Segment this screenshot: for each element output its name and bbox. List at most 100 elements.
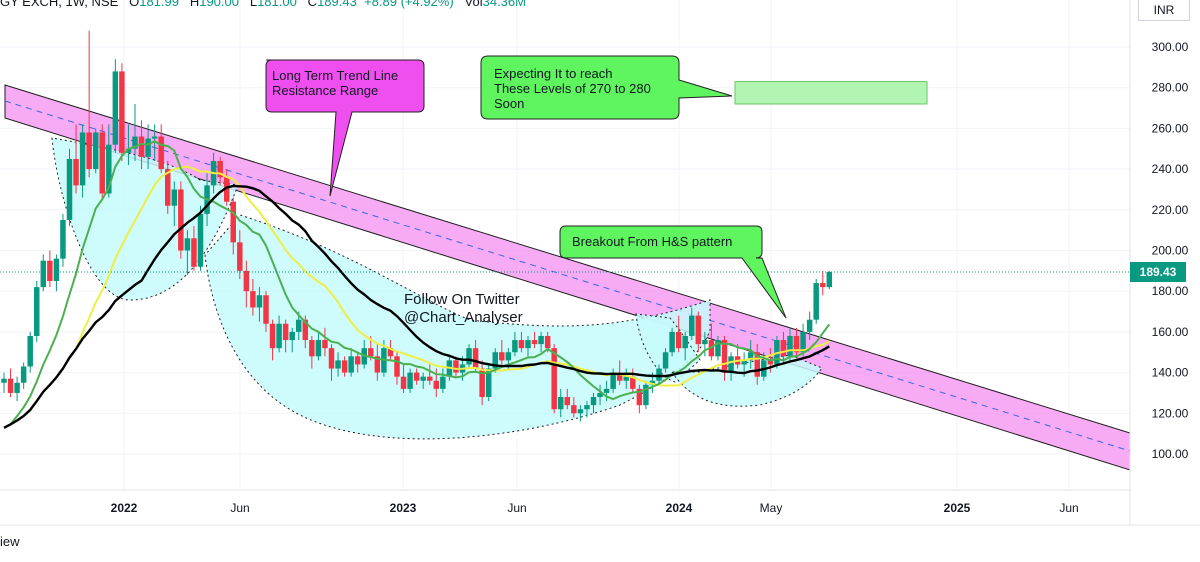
price-tick-label: 100.00 [1152,447,1189,461]
candle [217,156,223,186]
candle [132,103,138,161]
candle [466,344,472,369]
vol-label: Vol [464,0,483,9]
candle [820,270,826,296]
candle [623,368,629,389]
candle [518,331,525,353]
high-label: H [189,0,200,9]
right-pattern-region [671,354,823,407]
trendline-callout-box [265,59,425,197]
candle [787,327,793,361]
candle [112,59,119,153]
candle [728,352,734,381]
candle [492,348,498,373]
candle [603,380,610,402]
price-tag: 189.43 [1130,262,1186,283]
candle [420,372,426,389]
candle [394,352,400,385]
price-tick-label: 160.00 [1152,325,1189,339]
candle [597,384,603,406]
candle [282,319,289,353]
candle [793,327,800,357]
candle [531,331,538,349]
candle [20,362,27,389]
price-tick-label: 140.00 [1152,366,1189,380]
candle [662,348,669,373]
time-tick-label: Jun [507,501,526,515]
time-tick-label: 2022 [111,501,138,515]
candle [276,315,282,353]
candle [479,360,485,406]
candle [577,405,584,422]
candle [407,368,413,393]
high-value: 190.00 [199,0,239,9]
moving-average-green [3,140,831,429]
candle [230,197,236,255]
candle [79,124,86,198]
candle [125,124,132,166]
price-tick-label: 260.00 [1152,121,1189,135]
candle [780,331,787,365]
candle [27,331,33,373]
candle [263,291,269,332]
candle [335,352,341,377]
candle [119,63,125,161]
channel-midline [4,100,1131,452]
target-zone [734,81,928,105]
candle [387,340,394,361]
candle [328,344,335,381]
candle [269,319,276,361]
candle [145,124,151,170]
footer-label[interactable]: iew [0,534,20,549]
low-value: 181.00 [257,0,297,9]
candle [171,181,178,227]
candle [826,270,833,290]
currency-button[interactable]: INR [1138,0,1190,21]
candle [237,230,243,279]
candle [60,213,66,267]
time-tick-label: 2024 [666,501,693,515]
price-axis[interactable]: 100.00 120.00 140.00 160.00 180.00 200.00 220.… [1152,40,1189,461]
candle [256,287,263,322]
price-tick-label: 280.00 [1152,81,1189,95]
trendline-callout-line-1: Long Term Trend Line [272,68,399,83]
candle [354,352,361,373]
time-tick-label: May [760,501,783,515]
candle [34,281,40,343]
candle [1,372,7,393]
price-tick-label: 240.00 [1152,162,1189,176]
price-tick-label: 180.00 [1152,284,1189,298]
social-line-1: Follow On Twitter [404,291,520,308]
moving-average-black [3,184,830,429]
low-label: L [249,0,258,9]
symbol-label[interactable]: GY EXCH, 1W, NSE [0,0,119,9]
close-label: C [307,0,318,9]
time-axis[interactable]: 2022 Jun 2023 Jun 2024 May 2025 Jun [111,501,1079,515]
candle [348,348,354,377]
candle [165,160,171,214]
candle [564,388,571,410]
candle [309,335,315,369]
target-callout-box [480,55,733,120]
trendline-callout-line-2: Resistance Range [272,83,379,98]
candle [610,368,616,393]
candle [747,340,754,369]
price-tick-label: 200.00 [1152,244,1189,258]
candle [158,124,164,174]
candle [525,335,531,357]
candle [813,278,819,324]
candle [341,356,348,377]
candle [689,307,695,341]
candle [616,360,623,385]
candle [682,331,688,361]
candle [86,30,92,178]
close-value: 189.43 [317,0,357,9]
candle [590,392,597,414]
candle [7,368,14,398]
ohlc-legend: GY EXCH, 1W, NSE O181.99 H190.00 L181.00… [0,0,526,9]
candles [1,30,833,422]
candle [66,148,73,227]
candle [512,331,518,357]
candle [571,397,577,418]
